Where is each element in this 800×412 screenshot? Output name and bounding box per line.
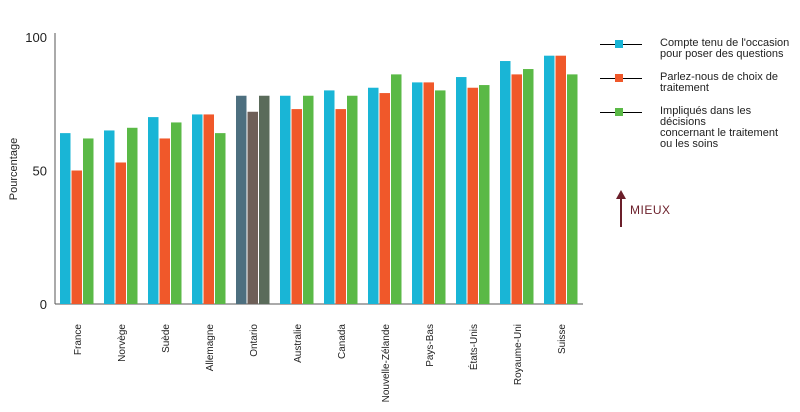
x-tick-label: Norvège — [117, 324, 128, 362]
legend-label-questions: Compte tenu de l'occasion pour poser des… — [660, 37, 790, 60]
bar-2 — [511, 74, 522, 304]
legend: Compte tenu de l'occasion pour poser des… — [600, 38, 795, 152]
bar-3 — [215, 133, 226, 304]
x-tick-label: Canada — [337, 324, 348, 359]
bar-3 — [171, 122, 182, 304]
bar-2 — [291, 109, 302, 304]
bar-1 — [544, 55, 555, 304]
bar-1 — [500, 61, 511, 304]
bar-3 — [347, 95, 358, 305]
x-tick-label: Suisse — [557, 324, 568, 354]
x-tick-label: Suède — [161, 324, 172, 353]
bar-1 — [192, 114, 203, 305]
bar-2 — [247, 111, 258, 304]
legend-item-decisions: Impliqués dans les décisions concernant … — [600, 106, 795, 152]
axes: 0 50 100 — [25, 30, 583, 312]
bar-3 — [567, 74, 578, 304]
arrow-shaft — [620, 198, 622, 227]
bar-1 — [324, 90, 335, 305]
x-tick-label: Nouvelle-Zélande — [381, 324, 392, 403]
x-tick-label: Australie — [293, 324, 304, 363]
x-tick-label: Pays-Bas — [425, 324, 436, 367]
legend-item-choix: Parlez-nous de choix de traitement — [600, 72, 795, 106]
x-tick-label: Royaume-Uni — [513, 324, 524, 385]
legend-item-questions: Compte tenu de l'occasion pour poser des… — [600, 38, 795, 72]
bar-1 — [60, 133, 71, 304]
bar-2 — [555, 55, 566, 304]
bar-2 — [423, 82, 434, 304]
legend-label-choix: Parlez-nous de choix de traitement — [660, 71, 779, 94]
better-label: MIEUX — [630, 203, 671, 217]
bar-2 — [467, 87, 478, 304]
x-tick-label: France — [73, 324, 84, 356]
x-tick-label: Allemagne — [205, 324, 216, 372]
legend-marker-choix — [615, 74, 623, 82]
bar-1 — [148, 117, 159, 304]
bar-1 — [280, 95, 291, 305]
bar-3 — [523, 69, 534, 304]
arrow-up-icon — [616, 190, 626, 199]
y-axis-label: Pourcentage — [8, 138, 20, 200]
bar-1 — [368, 87, 379, 304]
bar-2 — [203, 114, 214, 305]
bar-1 — [412, 82, 423, 304]
x-tick-label: États-Unis — [467, 324, 480, 370]
bar-3 — [259, 95, 270, 305]
bar-3 — [479, 85, 490, 304]
x-tick-labels: France Norvège Suède Allemagne Ontario Austra… — [73, 324, 568, 403]
x-tick-label: Ontario — [249, 324, 260, 357]
bar-3 — [127, 127, 138, 304]
y-tick-label: 50 — [33, 164, 47, 179]
y-tick-label: 0 — [40, 297, 47, 312]
bar-2 — [335, 109, 346, 304]
bar-3 — [391, 74, 402, 304]
bar-1 — [456, 77, 467, 304]
bar-2 — [71, 170, 82, 304]
legend-label-decisions: Impliqués dans les décisions concernant … — [660, 105, 779, 150]
better-indicator: MIEUX — [616, 190, 696, 230]
bar-3 — [435, 90, 446, 305]
bar-2 — [159, 138, 170, 304]
bars — [60, 55, 578, 305]
bar-1 — [104, 130, 115, 304]
legend-marker-decisions — [615, 108, 623, 116]
legend-marker-questions — [615, 40, 623, 48]
bar-3 — [83, 138, 94, 304]
y-tick-label: 100 — [25, 30, 47, 45]
bar-1 — [236, 95, 247, 305]
bar-2 — [115, 162, 126, 304]
bar-3 — [303, 95, 314, 305]
bar-2 — [379, 93, 390, 304]
